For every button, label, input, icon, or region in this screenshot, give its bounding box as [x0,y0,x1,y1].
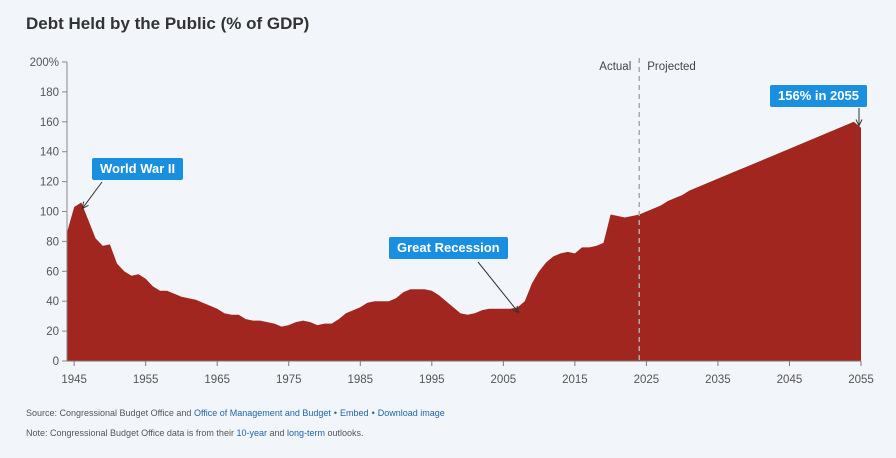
projected-label: Projected [647,61,696,73]
x-tick-label: 1985 [347,374,373,386]
x-tick-label: 1955 [133,374,159,386]
debt-area-series [67,121,861,361]
x-tick-label: 2055 [848,374,874,386]
arrow-great-recession [477,261,520,314]
note-text-end: outlooks. [325,428,364,438]
callout-world-war-ii: World War II [92,158,184,180]
note-text-mid: and [266,428,287,438]
arrow-world-war-ii [81,181,103,210]
arrow-great-recession-line [477,261,520,313]
x-tick-label: 1945 [61,374,87,386]
x-tick-label: 2015 [562,374,588,386]
y-tick-label: 80 [46,236,59,248]
note-text: Note: Congressional Budget Office data i… [26,428,237,438]
y-tick-label: 160 [40,117,59,129]
omb-link[interactable]: Office of Management and Budget [193,408,331,418]
y-tick-label: 0 [53,356,59,368]
y-tick-label: 120 [40,177,59,189]
bullet-separator: • [333,408,338,418]
y-tick-label: 200% [30,57,59,69]
bullet-separator: • [371,408,375,418]
annotation-layer: Actual Projected [81,58,863,361]
chart-title: Debt Held by the Public (% of GDP) [26,14,310,33]
callout-great-recession: Great Recession [389,237,508,259]
x-tick-label: 1965 [204,374,230,386]
arrow-world-war-ii-line [81,181,103,209]
callout-2055-value: 156% in 2055 [770,85,867,107]
actual-label: Actual [599,61,631,73]
x-tick-label: 2045 [777,374,803,386]
arrow-great-recession-head [512,305,520,314]
y-tick-label: 100 [40,207,59,219]
x-tick-label: 2025 [634,374,660,386]
arrow-2055-head [855,119,863,127]
y-tick-label: 60 [46,266,59,278]
y-tick-label: 40 [46,296,59,308]
axis-layer: 0 20 40 60 80 100 120 140 160 180 200% 1945 1955 1965… [30,57,874,386]
x-tick-label: 1995 [419,374,445,386]
x-tick-label: 2005 [491,374,517,386]
source-text: Source: Congressional Budget Office and [26,408,194,418]
embed-link[interactable]: Embed [340,408,369,418]
note-line: Note: Congressional Budget Office data i… [26,428,364,438]
arrow-2055 [855,108,863,127]
y-tick-label: 20 [46,326,59,338]
arrow-world-war-ii-head [81,201,89,210]
source-line: Source: Congressional Budget Office and … [26,408,445,418]
ten-year-link[interactable]: 10-year [236,428,267,438]
y-tick-label: 180 [40,87,59,99]
area-layer [67,121,861,361]
long-term-link[interactable]: long-term [287,428,326,438]
download-image-link[interactable]: Download image [377,408,445,418]
x-tick-label: 2035 [705,374,731,386]
y-tick-label: 140 [40,147,59,159]
x-tick-label: 1975 [276,374,302,386]
